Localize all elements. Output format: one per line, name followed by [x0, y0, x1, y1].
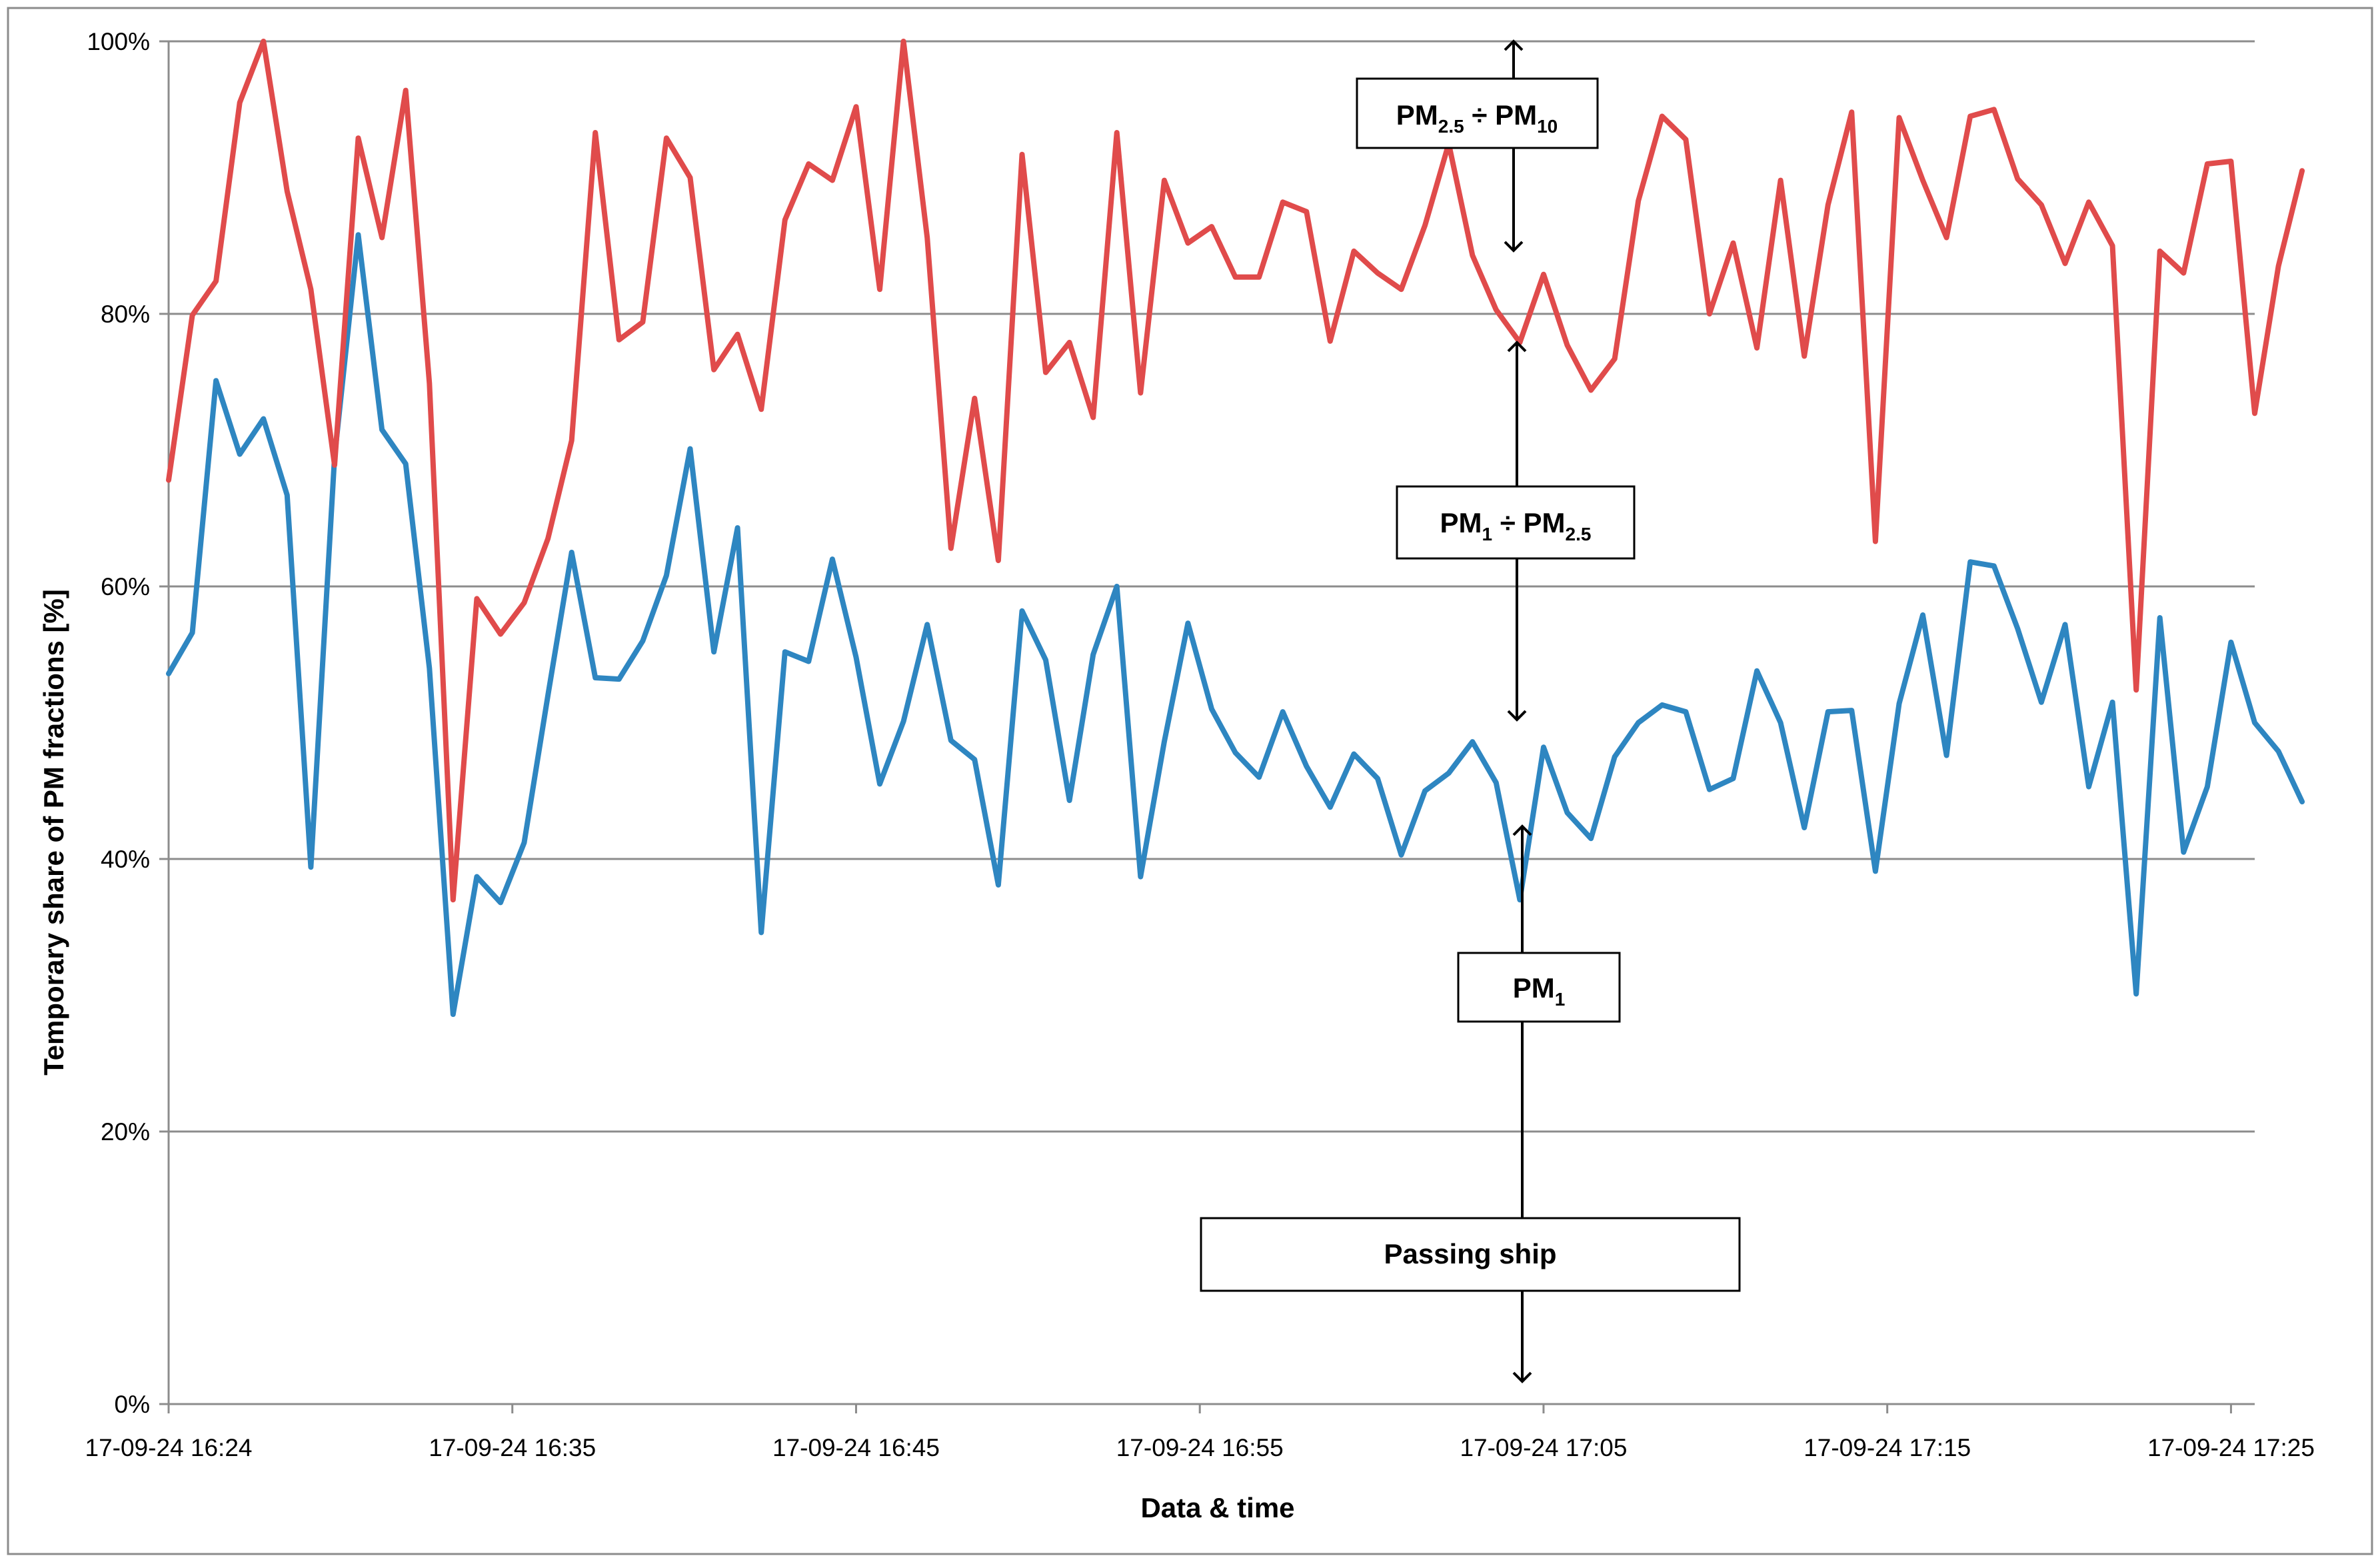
x-axis-ticks: 17-09-24 16:24 17-09-24 16:35 17-09-24 16:…: [85, 1404, 2315, 1461]
x-tick-label: 17-09-24 16:24: [85, 1434, 253, 1461]
passing-ship-label-box: [1200, 1217, 1741, 1292]
pm1-label-box: [1457, 952, 1621, 1023]
chart-frame: [7, 7, 2373, 1555]
y-tick-label: 100%: [87, 28, 150, 55]
y-tick-label: 60%: [101, 573, 150, 600]
pm25-pm10-label-box: [1356, 77, 1599, 149]
series-line-pm1: [166, 232, 2305, 1018]
x-axis-title: Data & time: [1140, 1492, 1294, 1523]
series-line-pm-cumulative: [166, 39, 2305, 903]
pm1-pm25-label-box: [1396, 485, 1636, 560]
y-axis-title: Temporary share of PM fractions [%]: [38, 589, 69, 1076]
x-tick-label: 17-09-24 17:15: [1803, 1434, 1971, 1461]
y-axis-ticks: 0% 20% 40% 60% 80% 100%: [87, 28, 169, 1418]
y-tick-label: 0%: [115, 1391, 150, 1418]
y-tick-label: 20%: [101, 1118, 150, 1146]
pm25-pm10-label: PM2.5 ÷ PM10: [1396, 99, 1558, 137]
series-lines: [166, 39, 2305, 1018]
x-tick-label: 17-09-24 17:05: [1460, 1434, 1627, 1461]
x-tick-label: 17-09-24 17:25: [2147, 1434, 2315, 1461]
x-tick-label: 17-09-24 16:35: [429, 1434, 596, 1461]
annotations: PM2.5 ÷ PM10 PM1 ÷ PM2.5 PM1 Passing shi…: [1200, 39, 1741, 1383]
x-tick-label: 17-09-24 16:55: [1116, 1434, 1284, 1461]
pm1-pm25-label: PM1 ÷ PM2.5: [1440, 507, 1592, 544]
y-tick-label: 40%: [101, 846, 150, 873]
y-tick-label: 80%: [101, 301, 150, 328]
passing-ship-label: Passing ship: [1384, 1238, 1556, 1269]
axes: [167, 41, 2255, 1405]
pm1-label: PM1: [1513, 972, 1566, 1010]
x-tick-label: 17-09-24 16:45: [772, 1434, 940, 1461]
